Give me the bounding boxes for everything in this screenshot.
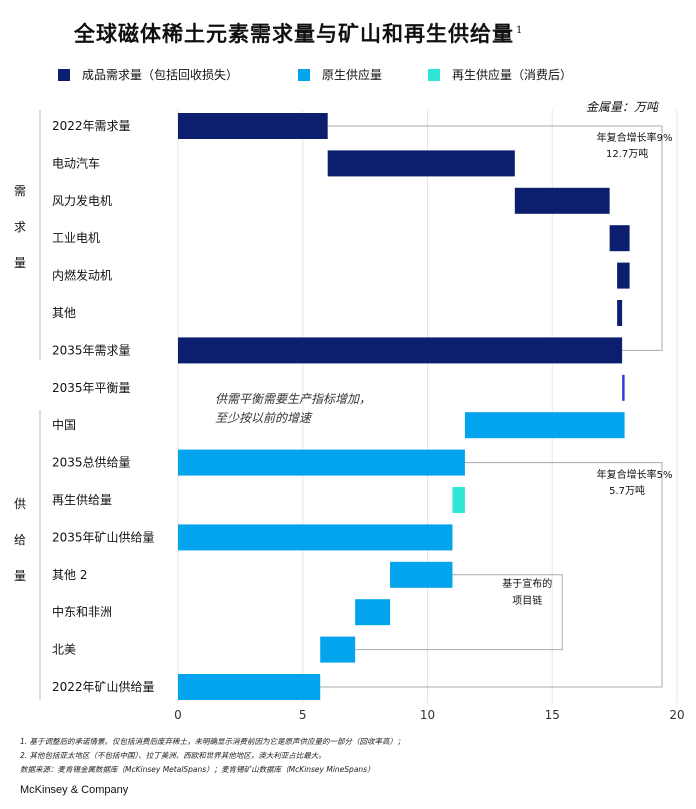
legend-item-demand: 成品需求量（包括回收损失） (58, 66, 238, 83)
bar-4 (617, 262, 630, 289)
x-tick-label-5: 5 (299, 708, 307, 722)
supply-group-label-char: 给 (14, 533, 26, 547)
supply-cagr-label: 年复合增长率5% (597, 468, 673, 481)
chart-legend: 成品需求量（包括回收损失） 原生供应量 再生供应量（消费后） (0, 66, 696, 84)
demand-cagr-bracket (327, 125, 663, 351)
footnote-1: 1. 基于调整后的承诺情景。仅包括消费后废弃稀土，未明确显示消费前因为它是原声供… (20, 737, 405, 746)
x-tick-label-20: 20 (669, 708, 684, 722)
category-label-10: 再生供给量 (52, 493, 112, 507)
x-tick-label-10: 10 (420, 708, 435, 722)
category-label-7: 2035年平衡量 (52, 381, 131, 395)
category-label-11: 2035年矿山供给量 (52, 530, 155, 544)
x-tick-label-0: 0 (174, 708, 182, 722)
category-label-5: 其他 (52, 306, 76, 320)
demand-group-label-char: 量 (14, 256, 26, 270)
bar-0 (178, 113, 328, 139)
category-label-8: 中国 (52, 417, 76, 432)
supply-group-label-char: 量 (14, 569, 26, 583)
legend-swatch-demand (58, 68, 70, 81)
bar-14 (320, 636, 356, 663)
bar-5 (617, 300, 623, 326)
bar-13 (355, 599, 391, 626)
bar-1 (327, 150, 515, 177)
legend-label-primary: 原生供应量 (322, 68, 383, 82)
bar-3 (609, 225, 630, 252)
category-label-12: 其他 2 (52, 568, 87, 582)
category-label-14: 北美 (52, 643, 76, 657)
legend-item-primary: 原生供应量 (298, 66, 382, 83)
legend-label-recycled: 再生供应量（消费后） (452, 68, 573, 82)
bar-2 (514, 187, 610, 214)
chart-title: 全球磁体稀土元素需求量与矿山和再生供给量 1 (74, 21, 524, 46)
legend-swatch-recycled (428, 68, 440, 81)
demand-group-label-char: 需 (14, 184, 26, 198)
bar-12 (390, 561, 453, 588)
category-label-6: 2035年需求量 (52, 343, 131, 357)
balance-note-line2: 至少按以前的增速 (215, 411, 313, 425)
category-label-0: 2022年需求量 (52, 119, 131, 133)
category-label-3: 工业电机 (52, 231, 100, 245)
demand-cagr-label: 年复合增长率9% (597, 131, 673, 144)
bar-6 (178, 337, 623, 364)
projects-label-line2: 项目链 (512, 594, 542, 607)
category-label-15: 2022年矿山供给量 (52, 680, 155, 694)
projects-label-line1: 基于宣布的 (502, 577, 552, 590)
x-tick-label-15: 15 (545, 708, 560, 722)
supply-group-label-char: 供 (14, 497, 26, 511)
category-label-2: 风力发电机 (52, 193, 112, 208)
demand-cagr-value: 12.7万吨 (606, 147, 648, 160)
legend-swatch-primary (298, 68, 310, 81)
supply-cagr-value: 5.7万吨 (609, 484, 645, 497)
projects-bracket (355, 574, 563, 651)
bar-11 (178, 524, 453, 551)
footnote-2: 2. 其他包括亚太地区（不包括中国）、拉丁美洲、西欧和世界其他地区，澳大利亚占比… (20, 751, 326, 760)
balance-note-line1: 供需平衡需要生产指标增加， (215, 392, 371, 406)
category-label-13: 中东和非洲 (52, 604, 112, 619)
brand-logo: McKinsey & Company (20, 784, 129, 796)
bar-15 (178, 674, 321, 700)
legend-label-demand: 成品需求量（包括回收损失） (82, 68, 239, 82)
demand-group-label-char: 求 (14, 220, 26, 234)
bar-10 (452, 487, 465, 513)
category-label-1: 电动汽车 (52, 155, 100, 170)
bar-9 (178, 449, 465, 476)
category-label-4: 内燃发动机 (52, 268, 112, 283)
source-note: 数据来源：麦肯锡金属数据库（McKinsey MetalSpans）；麦肯锡矿山… (20, 765, 375, 774)
footnotes: 1. 基于调整后的承诺情景。仅包括消费后废弃稀土，未明确显示消费前因为它是原声供… (20, 735, 405, 777)
bar-8 (464, 412, 625, 439)
legend-item-recycled: 再生供应量（消费后） (428, 66, 572, 83)
category-label-9: 2035总供给量 (52, 456, 131, 470)
unit-label: 金属量：万吨 (585, 100, 658, 114)
supply-cagr-bracket (320, 462, 663, 688)
bar-7 (622, 374, 625, 401)
